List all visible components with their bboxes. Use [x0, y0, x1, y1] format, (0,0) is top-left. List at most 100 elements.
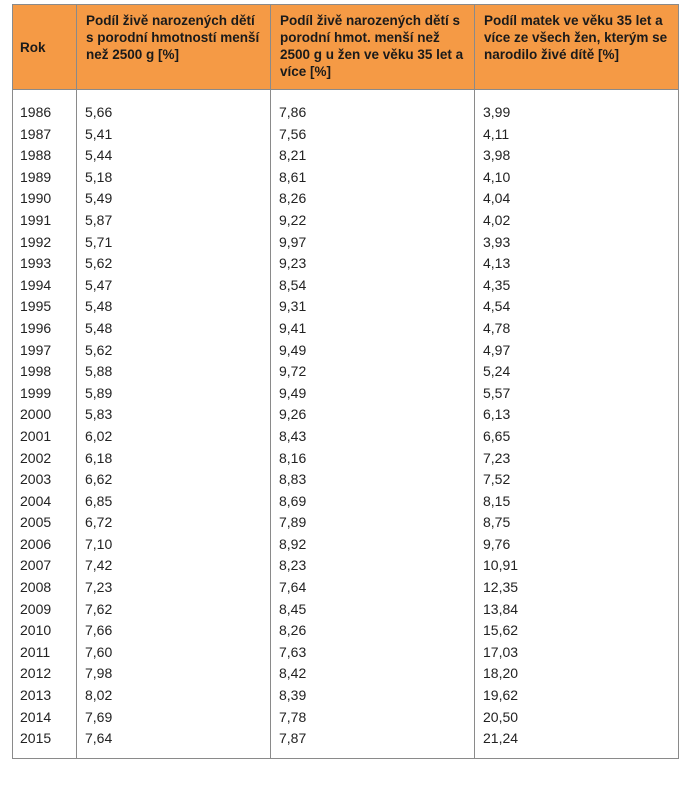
table-row: 2009 7,62 8,45 13,84 [12, 598, 679, 621]
table-row: 1990 5,49 8,26 4,04 [12, 188, 679, 210]
table-row: 1997 5,62 9,49 4,97 [12, 339, 679, 362]
cell-low-weight: 7,62 [76, 598, 271, 621]
cell-mothers-35plus: 5,57 [474, 382, 679, 405]
cell-low-weight: 5,62 [76, 253, 271, 275]
cell-low-weight: 5,87 [76, 209, 271, 232]
cell-low-weight-35plus: 8,26 [270, 620, 475, 642]
table-row: 1998 5,88 9,72 5,24 [12, 361, 679, 383]
table-row: 1991 5,87 9,22 4,02 [12, 209, 679, 232]
table-row: 2005 6,72 7,89 8,75 [12, 512, 679, 534]
cell-mothers-35plus: 5,24 [474, 361, 679, 383]
cell-low-weight: 5,18 [76, 166, 271, 189]
cell-low-weight-35plus: 8,16 [270, 447, 475, 470]
cell-low-weight-35plus: 8,26 [270, 188, 475, 210]
cell-low-weight: 5,49 [76, 188, 271, 210]
cell-year: 2000 [12, 404, 77, 426]
table-row: 1986 5,66 7,86 3,99 [12, 89, 679, 124]
table-row: 2000 5,83 9,26 6,13 [12, 404, 679, 426]
cell-low-weight: 6,62 [76, 469, 271, 491]
cell-low-weight-35plus: 7,64 [270, 577, 475, 599]
table-row: 2014 7,69 7,78 20,50 [12, 706, 679, 729]
table-row: 1999 5,89 9,49 5,57 [12, 382, 679, 405]
cell-mothers-35plus: 7,52 [474, 469, 679, 491]
cell-low-weight-35plus: 7,86 [270, 89, 475, 124]
cell-mothers-35plus: 21,24 [474, 728, 679, 759]
cell-year: 2013 [12, 685, 77, 707]
cell-year: 2006 [12, 533, 77, 556]
cell-year: 1990 [12, 188, 77, 210]
cell-low-weight-35plus: 8,54 [270, 274, 475, 297]
header-row: Rok Podíl živě narozených dětí s porodní… [12, 4, 679, 90]
cell-low-weight: 5,48 [76, 317, 271, 340]
table-row: 1987 5,41 7,56 4,11 [12, 123, 679, 146]
header-year: Rok [12, 4, 77, 90]
cell-low-weight: 5,83 [76, 404, 271, 426]
table-row: 1993 5,62 9,23 4,13 [12, 253, 679, 275]
cell-year: 2012 [12, 663, 77, 686]
cell-year: 2010 [12, 620, 77, 642]
cell-year: 1996 [12, 317, 77, 340]
cell-year: 1992 [12, 231, 77, 254]
cell-year: 2008 [12, 577, 77, 599]
cell-mothers-35plus: 4,54 [474, 296, 679, 318]
cell-low-weight: 8,02 [76, 685, 271, 707]
table-row: 1988 5,44 8,21 3,98 [12, 145, 679, 167]
cell-low-weight: 5,62 [76, 339, 271, 362]
cell-mothers-35plus: 18,20 [474, 663, 679, 686]
cell-year: 1998 [12, 361, 77, 383]
cell-low-weight-35plus: 8,45 [270, 598, 475, 621]
header-low-weight: Podíl živě narozených dětí s porodní hmo… [76, 4, 271, 90]
cell-low-weight: 5,44 [76, 145, 271, 167]
cell-year: 2011 [12, 641, 77, 664]
table-row: 2001 6,02 8,43 6,65 [12, 425, 679, 448]
cell-year: 2004 [12, 490, 77, 513]
cell-low-weight-35plus: 8,92 [270, 533, 475, 556]
cell-low-weight-35plus: 8,69 [270, 490, 475, 513]
cell-low-weight-35plus: 7,87 [270, 728, 475, 759]
cell-low-weight-35plus: 8,42 [270, 663, 475, 686]
cell-low-weight: 5,89 [76, 382, 271, 405]
cell-mothers-35plus: 17,03 [474, 641, 679, 664]
cell-low-weight-35plus: 9,31 [270, 296, 475, 318]
cell-mothers-35plus: 4,11 [474, 123, 679, 146]
header-mothers-35plus: Podíl matek ve věku 35 let a více ze vše… [474, 4, 679, 90]
cell-low-weight: 5,48 [76, 296, 271, 318]
cell-mothers-35plus: 7,23 [474, 447, 679, 470]
cell-low-weight: 7,60 [76, 641, 271, 664]
cell-low-weight-35plus: 9,41 [270, 317, 475, 340]
cell-low-weight-35plus: 7,89 [270, 512, 475, 534]
cell-mothers-35plus: 3,93 [474, 231, 679, 254]
cell-low-weight-35plus: 9,49 [270, 382, 475, 405]
cell-mothers-35plus: 4,04 [474, 188, 679, 210]
table-row: 2003 6,62 8,83 7,52 [12, 469, 679, 491]
cell-mothers-35plus: 12,35 [474, 577, 679, 599]
cell-mothers-35plus: 9,76 [474, 533, 679, 556]
cell-mothers-35plus: 15,62 [474, 620, 679, 642]
cell-low-weight: 7,42 [76, 555, 271, 578]
cell-mothers-35plus: 10,91 [474, 555, 679, 578]
data-table-container: Rok Podíl živě narozených dětí s porodní… [12, 4, 679, 794]
cell-mothers-35plus: 4,35 [474, 274, 679, 297]
cell-mothers-35plus: 4,97 [474, 339, 679, 362]
cell-mothers-35plus: 6,65 [474, 425, 679, 448]
cell-mothers-35plus: 8,15 [474, 490, 679, 513]
cell-low-weight-35plus: 9,23 [270, 253, 475, 275]
cell-low-weight: 7,66 [76, 620, 271, 642]
cell-mothers-35plus: 4,13 [474, 253, 679, 275]
table-row: 1996 5,48 9,41 4,78 [12, 317, 679, 340]
table-header: Rok Podíl živě narozených dětí s porodní… [12, 4, 679, 90]
cell-year: 2002 [12, 447, 77, 470]
cell-low-weight-35plus: 8,21 [270, 145, 475, 167]
cell-low-weight: 5,66 [76, 89, 271, 124]
table-row: 2007 7,42 8,23 10,91 [12, 555, 679, 578]
table-row: 2010 7,66 8,26 15,62 [12, 620, 679, 642]
cell-year: 2009 [12, 598, 77, 621]
cell-mothers-35plus: 6,13 [474, 404, 679, 426]
table-row: 1995 5,48 9,31 4,54 [12, 296, 679, 318]
cell-low-weight-35plus: 9,97 [270, 231, 475, 254]
cell-low-weight: 5,41 [76, 123, 271, 146]
cell-year: 1994 [12, 274, 77, 297]
cell-year: 2007 [12, 555, 77, 578]
cell-mothers-35plus: 4,78 [474, 317, 679, 340]
cell-mothers-35plus: 20,50 [474, 706, 679, 729]
